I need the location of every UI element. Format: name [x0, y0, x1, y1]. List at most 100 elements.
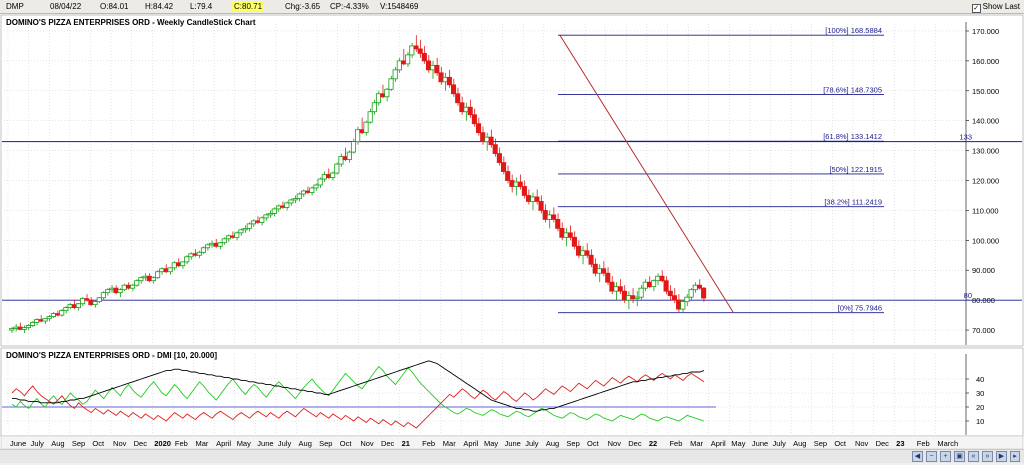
y-tick-label: 140.000 — [972, 117, 999, 126]
candle-body — [163, 268, 169, 273]
candle-body — [105, 289, 111, 294]
y-tick-label: 110.000 — [972, 206, 999, 215]
candle-body — [409, 45, 415, 56]
y-tick-label: 80.000 — [972, 296, 995, 305]
candle-body — [688, 289, 694, 298]
candle-body — [505, 171, 511, 181]
x-tick-label: Dec — [134, 439, 148, 448]
x-tick-label: Aug — [793, 439, 806, 448]
candle-body — [538, 201, 544, 211]
candle-body — [646, 281, 652, 288]
x-tick-label: June — [257, 439, 273, 448]
candle-body — [467, 106, 473, 116]
candle-body — [50, 313, 56, 317]
y-tick-label: 10 — [976, 417, 984, 426]
candle-body — [492, 144, 498, 154]
end-icon[interactable]: ▸ — [1010, 451, 1020, 462]
candle-body — [313, 184, 319, 189]
candle-body — [159, 268, 165, 273]
candle-body — [246, 223, 252, 229]
candle-body — [413, 45, 419, 50]
candle-body — [692, 284, 698, 291]
high-label: H:84.42 — [145, 2, 174, 11]
checkbox-icon[interactable]: ✓ — [971, 4, 981, 13]
page-right-icon[interactable]: » — [982, 451, 993, 462]
candle-body — [684, 296, 690, 303]
candle-body — [55, 313, 61, 316]
dmi-chart-title: DOMINO'S PIZZA ENTERPRISES ORD - DMI [10… — [6, 351, 217, 360]
page-left-icon[interactable]: « — [968, 451, 979, 462]
x-tick-label: June — [505, 439, 521, 448]
candle-body — [696, 284, 703, 289]
candle-body — [284, 202, 290, 208]
x-tick-label: Mar — [690, 439, 703, 448]
zoom-in-icon[interactable]: + — [940, 451, 951, 462]
candle-body — [388, 78, 394, 90]
candle-body — [417, 48, 423, 54]
scroll-left-icon[interactable]: ◀ — [912, 451, 923, 462]
candle-body — [138, 277, 144, 282]
price-chart-title: DOMINO'S PIZZA ENTERPRISES ORD - Weekly … — [6, 18, 256, 27]
candle-body — [67, 304, 73, 309]
trendline-line — [559, 35, 734, 313]
x-tick-label: Aug — [299, 439, 312, 448]
x-tick-label: Nov — [608, 439, 622, 448]
candle-body — [546, 214, 552, 220]
candle-body — [17, 326, 23, 330]
candle-body — [434, 64, 440, 74]
fib-label: [38.2%] 111.2419 — [824, 198, 882, 207]
x-tick-label: May — [237, 439, 251, 448]
candle-body — [130, 284, 136, 289]
candle-body — [459, 102, 465, 113]
candle-body — [617, 286, 623, 292]
candle-body — [421, 53, 427, 62]
zoom-out-icon[interactable]: − — [926, 451, 937, 462]
x-tick-label: Aug — [546, 439, 559, 448]
navigation-bar: ◀ − + ▣ « » ▶ ▸ — [0, 449, 1024, 463]
candle-body — [200, 247, 206, 253]
candle-body — [500, 162, 507, 172]
candle-body — [259, 217, 265, 223]
candle-body — [80, 298, 86, 305]
show-last-toggle[interactable]: ✓ Show Last — [971, 2, 1020, 13]
fit-icon[interactable]: ▣ — [954, 451, 965, 462]
date-label: 08/04/22 — [50, 2, 82, 11]
toolbar: DMP 08/04/22 O:84.01 H:84.42 L:79.4 C:80… — [0, 0, 1024, 14]
candle-body — [392, 69, 398, 80]
candle-body — [134, 280, 140, 286]
candle-body — [338, 156, 344, 165]
open-label: O:84.01 — [100, 2, 129, 11]
scroll-right-icon[interactable]: ▶ — [996, 451, 1007, 462]
candle-body — [96, 297, 102, 303]
candle-body — [380, 93, 386, 98]
x-tick-label: Nov — [360, 439, 374, 448]
x-tick-label: May — [484, 439, 498, 448]
candle-body — [676, 299, 682, 310]
candle-body — [359, 129, 365, 134]
candle-body — [455, 93, 461, 104]
candle-body — [92, 301, 98, 306]
di_minus-line — [11, 372, 705, 429]
x-tick-label: April — [216, 439, 231, 448]
x-tick-label: Aug — [51, 439, 64, 448]
horizontal-line-label: 133 — [959, 133, 972, 142]
x-tick-label: July — [278, 439, 292, 448]
chart-area: DOMINO'S PIZZA ENTERPRISES ORD - Weekly … — [0, 14, 1024, 463]
x-tick-label: 2020 — [154, 439, 171, 448]
symbol-label: DMP — [6, 2, 24, 11]
candle-body — [196, 251, 202, 256]
candle-body — [367, 111, 373, 123]
candle-body — [576, 245, 582, 256]
x-tick-label: Dec — [381, 439, 395, 448]
candle-body — [521, 186, 527, 196]
x-tick-label: Dec — [628, 439, 642, 448]
candle-body — [375, 93, 382, 104]
x-tick-label: Oct — [92, 439, 105, 448]
y-tick-label: 30 — [976, 389, 984, 398]
candle-body — [321, 174, 327, 180]
candle-body — [634, 296, 640, 300]
candle-body — [384, 88, 390, 98]
candle-body — [29, 322, 36, 326]
show-last-label: Show Last — [982, 2, 1020, 11]
candle-body — [626, 295, 632, 301]
